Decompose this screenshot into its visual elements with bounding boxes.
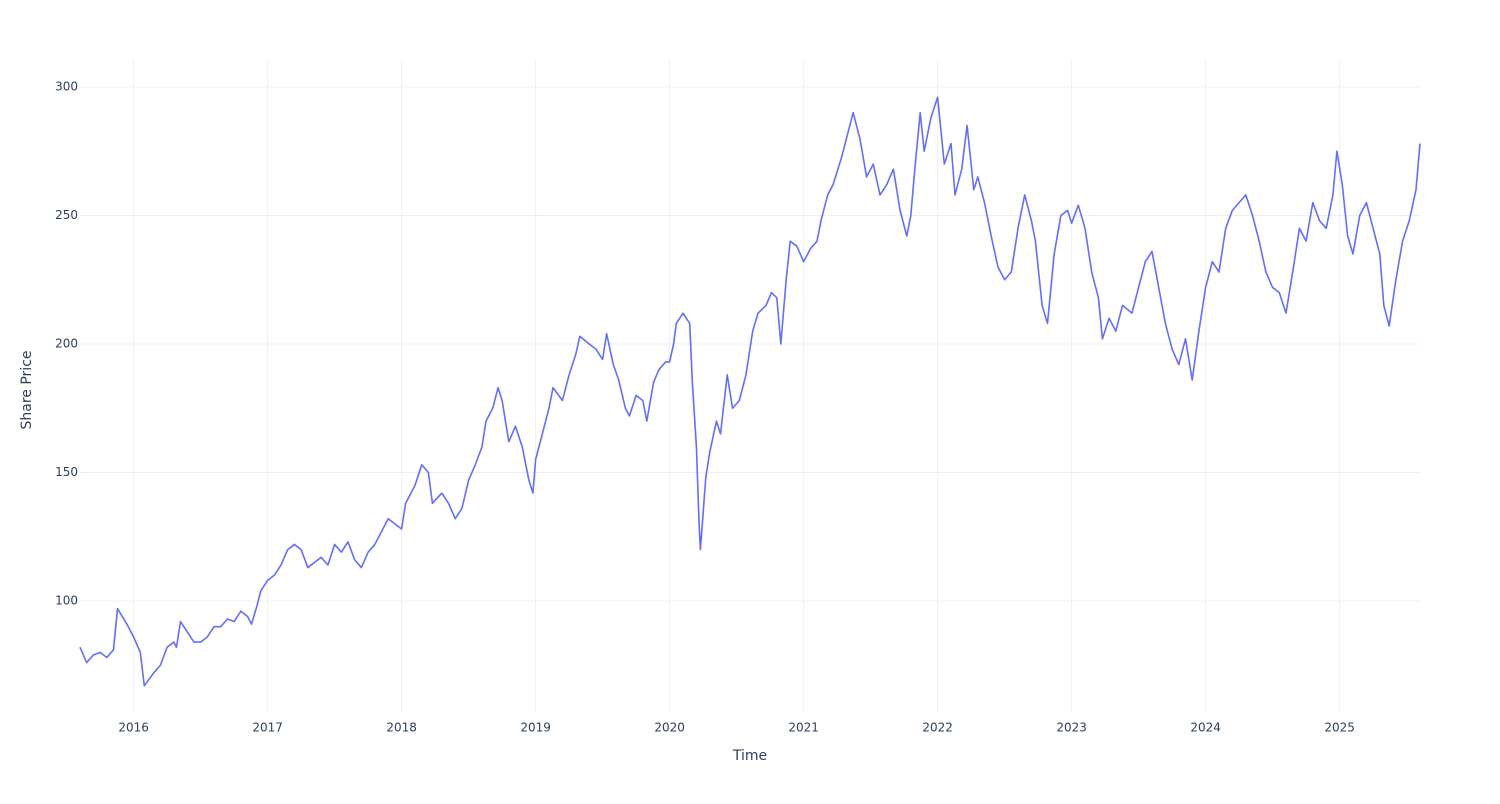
x-tick-label: 2016 <box>118 721 149 735</box>
x-tick-label: 2017 <box>252 721 283 735</box>
x-axis-title: Time <box>732 748 767 764</box>
x-tick-label: 2025 <box>1324 721 1355 735</box>
x-tick-label: 2022 <box>922 721 953 735</box>
y-tick-label: 200 <box>55 336 78 350</box>
y-tick-label: 300 <box>55 79 78 93</box>
y-tick-label: 150 <box>55 465 78 479</box>
plot <box>79 96 1421 687</box>
x-tick-label: 2018 <box>386 721 417 735</box>
x-tick-label: 2020 <box>654 721 685 735</box>
x-tick-label: 2023 <box>1056 721 1087 735</box>
y-axis-title: Share Price <box>19 350 35 429</box>
x-tick-label: 2019 <box>520 721 551 735</box>
y-tick-label: 250 <box>55 208 78 222</box>
y-tick-label: 100 <box>55 593 78 607</box>
price-line <box>79 96 1421 687</box>
x-tick-label: 2024 <box>1190 721 1221 735</box>
x-tick-label: 2021 <box>788 721 819 735</box>
